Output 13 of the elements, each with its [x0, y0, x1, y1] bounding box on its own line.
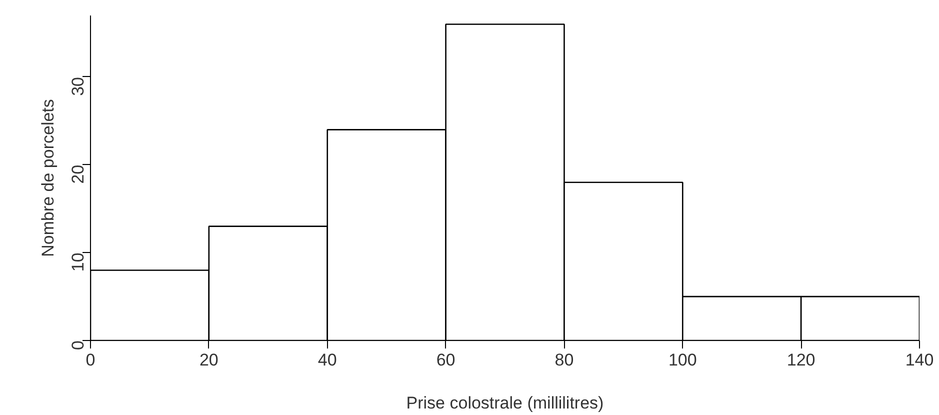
x-axis-title: Prise colostrale (millilitres) — [406, 394, 604, 412]
x-tick-label: 140 — [905, 350, 934, 370]
y-tick-label: 10 — [68, 252, 88, 272]
y-axis-title: Nombre de porcelets — [38, 99, 58, 257]
x-tick-label: 120 — [786, 350, 816, 370]
x-tick-label: 60 — [436, 350, 456, 370]
x-tick-label: 40 — [318, 350, 337, 370]
x-tick-label: 20 — [199, 350, 218, 370]
y-tick-label: 0 — [68, 340, 88, 350]
x-tick-label: 100 — [668, 350, 697, 370]
y-tick-label: 20 — [68, 164, 88, 184]
y-tick-label: 30 — [68, 76, 88, 96]
x-tick-label: 80 — [554, 350, 574, 370]
